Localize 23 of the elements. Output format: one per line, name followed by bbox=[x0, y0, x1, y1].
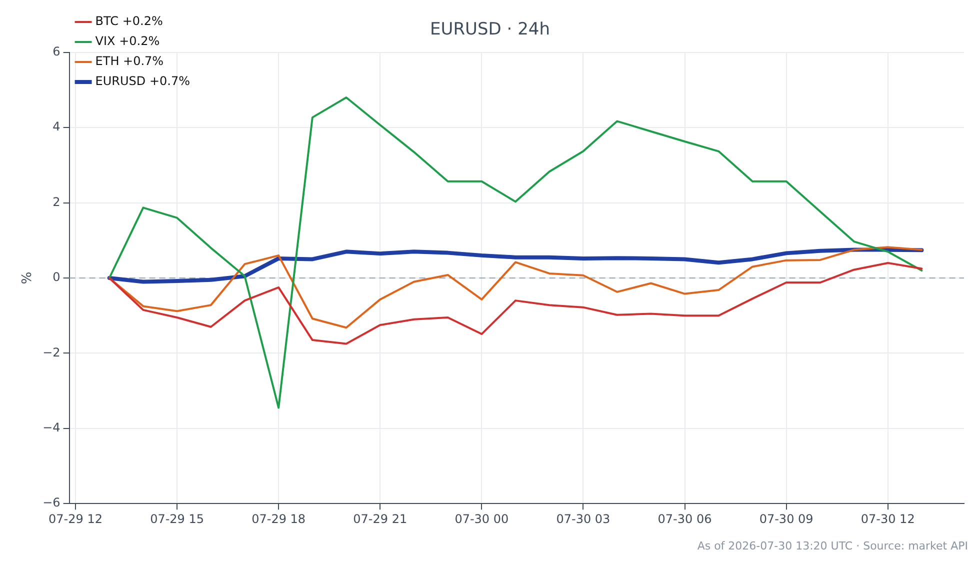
x-tick-label: 07-29 12 bbox=[48, 512, 102, 526]
y-tick-label: −2 bbox=[42, 345, 60, 360]
legend-label: VIX +0.2% bbox=[95, 34, 160, 48]
x-tick-label: 07-30 12 bbox=[860, 512, 915, 526]
text: As of 2026-07-30 13:20 UTC · Source: market API bbox=[697, 539, 968, 552]
y-tick-label: 0 bbox=[52, 270, 60, 284]
x-tick-label: 07-29 21 bbox=[353, 512, 408, 526]
y-tick-label: 2 bbox=[52, 194, 60, 209]
y-tick-label: −6 bbox=[42, 496, 60, 510]
y-axis-title: % bbox=[20, 272, 36, 284]
legend-label: ETH +0.7% bbox=[95, 54, 164, 68]
chart-title: EURUSD · 24h bbox=[430, 20, 550, 40]
x-tick-label: 07-30 03 bbox=[556, 512, 610, 526]
y-tick-label: 4 bbox=[52, 120, 60, 134]
x-tick-label: 07-30 06 bbox=[658, 512, 712, 526]
x-tick-label: 07-29 18 bbox=[252, 512, 306, 526]
x-tick-label: 07-30 00 bbox=[454, 512, 509, 526]
x-tick-label: 07-29 15 bbox=[150, 512, 204, 526]
y-tick-label: 6 bbox=[52, 44, 60, 59]
y-tick-label: −4 bbox=[42, 420, 60, 435]
x-tick-label: 07-30 09 bbox=[759, 512, 814, 526]
legend-label: BTC +0.2% bbox=[95, 14, 163, 28]
legend-label: EURUSD +0.7% bbox=[95, 74, 190, 88]
